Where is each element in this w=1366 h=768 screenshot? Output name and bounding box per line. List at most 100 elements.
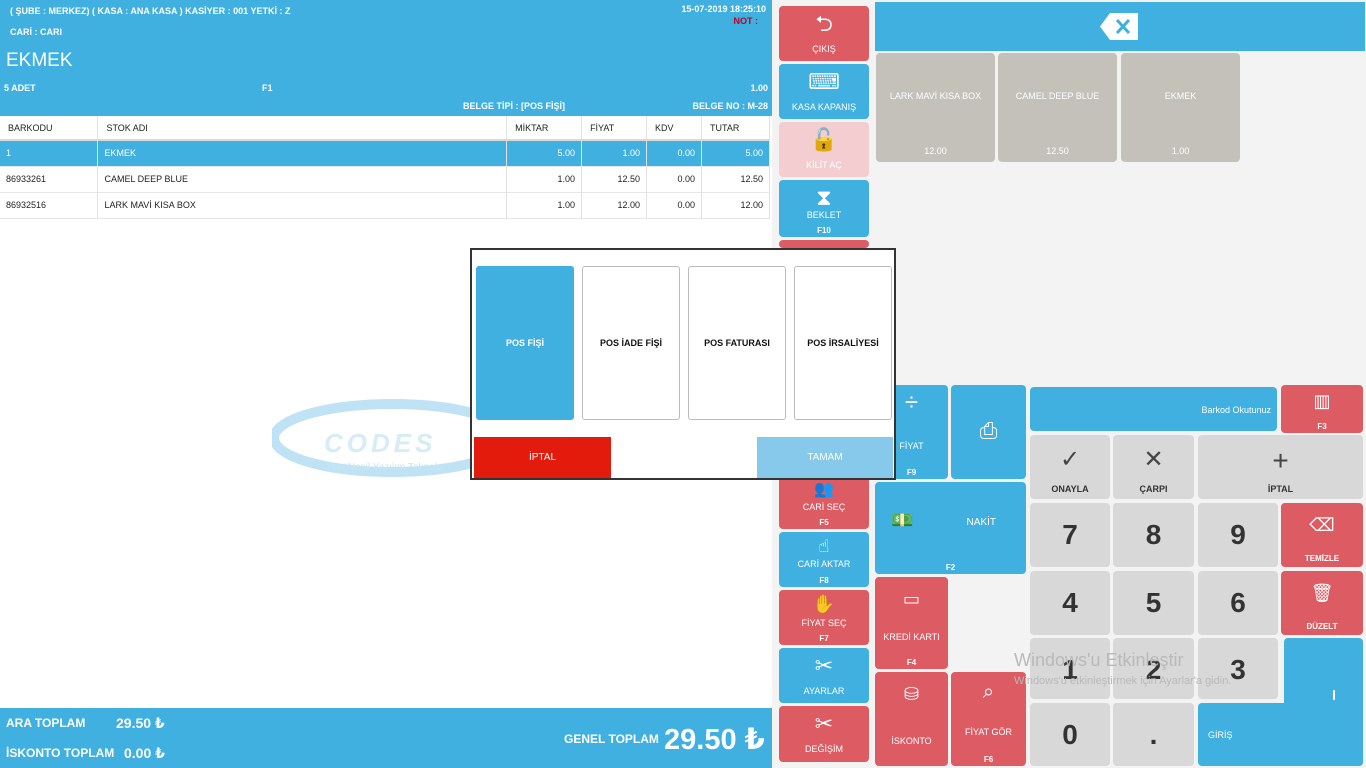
digit-2-key[interactable]: 2 (1113, 638, 1194, 699)
edit-key[interactable]: 🗑 DÜZELT (1281, 571, 1363, 635)
hand-icon: ✋ (812, 594, 836, 614)
confirm-key[interactable]: ✓ ONAYLA (1030, 435, 1110, 499)
option-pos-receipt[interactable]: POS FİŞİ (476, 266, 574, 420)
hold-button[interactable]: ⧗ BEKLET F10 (779, 180, 869, 237)
cell-kdv: 0.00 (646, 140, 702, 167)
backspace-icon[interactable] (1100, 13, 1138, 40)
totals-footer: ARA TOPLAM 29.50 ₺ İSKONTO TOPLAM 0.00 ₺… (0, 708, 772, 768)
digit-8-key[interactable]: 8 (1113, 503, 1194, 567)
unlock-button[interactable]: 🔓 KİLİT AÇ (779, 122, 869, 177)
multiply-key[interactable]: ✕ ÇARPI (1113, 435, 1194, 499)
product-price: 12.50 (1046, 146, 1069, 156)
dialog-cancel-button[interactable]: İPTAL (474, 437, 611, 478)
session-info: ( ŞUBE : MERKEZ) ( KASA : ANA KASA ) KAS… (10, 6, 291, 16)
cell-tutar: 12.00 (701, 192, 770, 219)
product-tile[interactable]: CAMEL DEEP BLUE 12.50 (998, 53, 1117, 162)
product-name: EKMEK (1164, 91, 1197, 101)
digit-label: 7 (1062, 519, 1078, 550)
price-shortcut: F9 (906, 468, 917, 477)
print-button[interactable]: ⎙ (951, 385, 1026, 479)
cell-miktar: 1.00 (506, 192, 583, 219)
digit-label: . (1149, 719, 1158, 750)
table-row[interactable]: 1 EKMEK 5.00 1.00 0.00 5.00 (0, 140, 770, 167)
enter-key[interactable]: GİRİŞ (1198, 703, 1363, 766)
customer-transfer-button[interactable]: ☝ CARİ AKTAR F8 (779, 532, 869, 587)
barcode-button[interactable]: ▥ F3 (1281, 385, 1363, 433)
trash-icon: 🗑 (1310, 583, 1334, 603)
cell-fiyat: 12.50 (581, 166, 648, 193)
option-pos-return-receipt[interactable]: POS İADE FİŞİ (582, 266, 680, 420)
hidden-side-button[interactable] (779, 240, 869, 248)
col-barkod[interactable]: BARKODU (0, 116, 99, 141)
tools-icon: ✂ (814, 653, 834, 678)
cash-shortcut: F2 (945, 563, 956, 572)
settings-label: AYARLAR (803, 686, 845, 696)
hold-label: BEKLET (806, 210, 842, 220)
cash-register-icon: ⌨ (808, 69, 840, 94)
settings-button[interactable]: ✂ AYARLAR (779, 648, 869, 703)
clear-key[interactable]: ⌫ TEMİZLE (1281, 503, 1363, 567)
discount-button[interactable]: ⛁ İSKONTO (875, 672, 948, 766)
col-tutar[interactable]: TUTAR (701, 116, 770, 141)
table-row[interactable]: 86933261 CAMEL DEEP BLUE 1.00 12.50 0.00… (0, 166, 770, 193)
price-select-shortcut: F7 (819, 634, 829, 643)
digit-5-key[interactable]: 5 (1113, 571, 1194, 635)
digit-0-key[interactable]: 0 (1030, 703, 1110, 766)
table-row[interactable]: 86932516 LARK MAVİ KISA BOX 1.00 12.00 0… (0, 192, 770, 219)
enter-label: GİRİŞ (1208, 730, 1233, 740)
col-kdv[interactable]: KDV (646, 116, 702, 141)
customer-select-shortcut: F5 (819, 518, 829, 527)
decimal-key[interactable]: . (1113, 703, 1194, 766)
cell-stok: LARK MAVİ KISA BOX (97, 192, 508, 219)
barcode-placeholder: Barkod Okutunuz (1201, 405, 1271, 415)
option-pos-invoice[interactable]: POS FATURASI (688, 266, 786, 420)
customer-select-label: CARİ SEÇ (802, 502, 846, 512)
digit-1-key[interactable]: 1 (1030, 638, 1110, 699)
discount-label: İSKONTO (891, 736, 932, 746)
dialog-ok-button[interactable]: TAMAM (757, 437, 893, 478)
product-price: 1.00 (1171, 146, 1190, 156)
hold-shortcut: F10 (817, 226, 831, 235)
cell-kdv: 0.00 (646, 166, 702, 193)
cell-fiyat: 12.00 (581, 192, 648, 219)
col-fiyat[interactable]: FİYAT (581, 116, 648, 141)
exchange-button[interactable]: ✂ DEĞİŞİM (779, 706, 869, 762)
product-tile[interactable]: LARK MAVİ KISA BOX 12.00 (876, 53, 995, 162)
digit-6-key[interactable]: 6 (1198, 571, 1278, 635)
register-close-button[interactable]: ⌨ KASA KAPANIŞ (779, 64, 869, 119)
customer-select-button[interactable]: 👥 CARİ SEÇ F5 (779, 474, 869, 529)
barcode-input[interactable]: Barkod Okutunuz (1030, 387, 1277, 431)
price-select-button[interactable]: ✋ FİYAT SEÇ F7 (779, 590, 869, 645)
tools-icon: ✂ (814, 711, 834, 736)
unlock-label: KİLİT AÇ (806, 160, 842, 170)
cancel-key[interactable]: + İPTAL (1198, 435, 1363, 499)
times-icon: ✕ (1143, 446, 1164, 473)
digit-label: 2 (1145, 654, 1162, 685)
product-tile[interactable]: EKMEK 1.00 (1121, 53, 1240, 162)
discount-total-value: 0.00 ₺ (124, 745, 165, 761)
cancel-label: İPTAL (1267, 484, 1294, 494)
search-icon: ⌕ (982, 681, 995, 703)
exit-button[interactable]: ⮌ ÇIKIŞ (779, 6, 869, 61)
option-pos-waybill[interactable]: POS İRSALİYESİ (794, 266, 892, 420)
hand-coin-icon: ⛁ (903, 684, 920, 704)
cash-button[interactable]: 💵 NAKİT F2 (875, 482, 1026, 574)
cell-barkod: 1 (0, 140, 99, 167)
cell-tutar: 12.50 (701, 166, 770, 193)
digit-9-key[interactable]: 9 (1198, 503, 1278, 567)
grand-total-value: 29.50 ₺ (664, 724, 765, 756)
digit-3-key[interactable]: 3 (1198, 638, 1278, 699)
grand-total-label: GENEL TOPLAM (564, 732, 659, 746)
price-check-button[interactable]: ⌕ FİYAT GÖR F6 (951, 672, 1026, 766)
digit-4-key[interactable]: 4 (1030, 571, 1110, 635)
check-icon: ✓ (1059, 446, 1081, 473)
digit-7-key[interactable]: 7 (1030, 503, 1110, 567)
price-label: FİYAT (899, 441, 924, 451)
col-stok-adi[interactable]: STOK ADI (97, 116, 508, 141)
document-type: BELGE TİPİ : [POS FİŞİ] (463, 101, 566, 111)
credit-card-icon: ▭ (902, 589, 920, 609)
credit-card-button[interactable]: ▭ KREDİ KARTI F4 (875, 577, 948, 669)
digit-label: 3 (1230, 654, 1246, 685)
col-miktar[interactable]: MİKTAR (506, 116, 583, 141)
price-check-label: FİYAT GÖR (964, 727, 1012, 737)
